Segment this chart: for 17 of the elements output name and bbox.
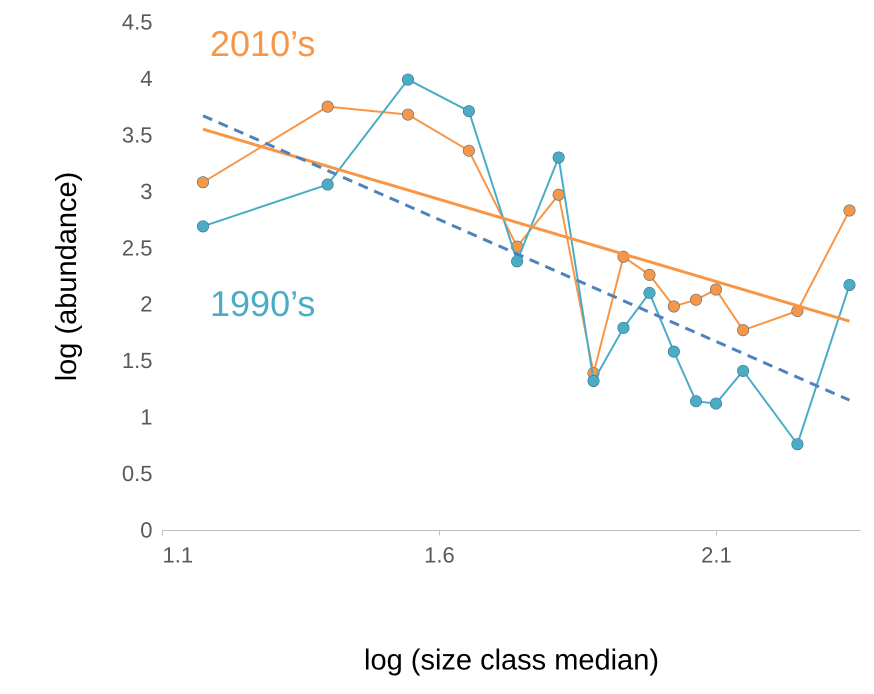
y-tick-label: 1 <box>140 404 152 430</box>
series-label: 1990’s <box>210 283 316 324</box>
x-tick-label: 1.1 <box>162 542 194 568</box>
series-label: 2010’s <box>210 23 316 64</box>
y-tick-label: 3 <box>140 178 152 204</box>
x-tick-label: 1.6 <box>424 542 455 568</box>
y-tick-label: 4 <box>140 66 152 91</box>
y-tick-label: 0 <box>140 518 152 542</box>
y-tick-label: 2 <box>140 292 152 317</box>
y-tick-label: 0.5 <box>122 461 152 486</box>
y-tick-label: 2.5 <box>122 235 152 260</box>
x-tick-label: 2.1 <box>701 542 732 568</box>
y-tick-label: 3.5 <box>122 122 152 148</box>
x-axis-title: log (size class median) <box>364 644 659 676</box>
y-tick-label: 4.5 <box>122 10 152 34</box>
y-axis-title: log (abundance) <box>50 172 83 382</box>
y-tick-label: 1.5 <box>122 348 152 374</box>
